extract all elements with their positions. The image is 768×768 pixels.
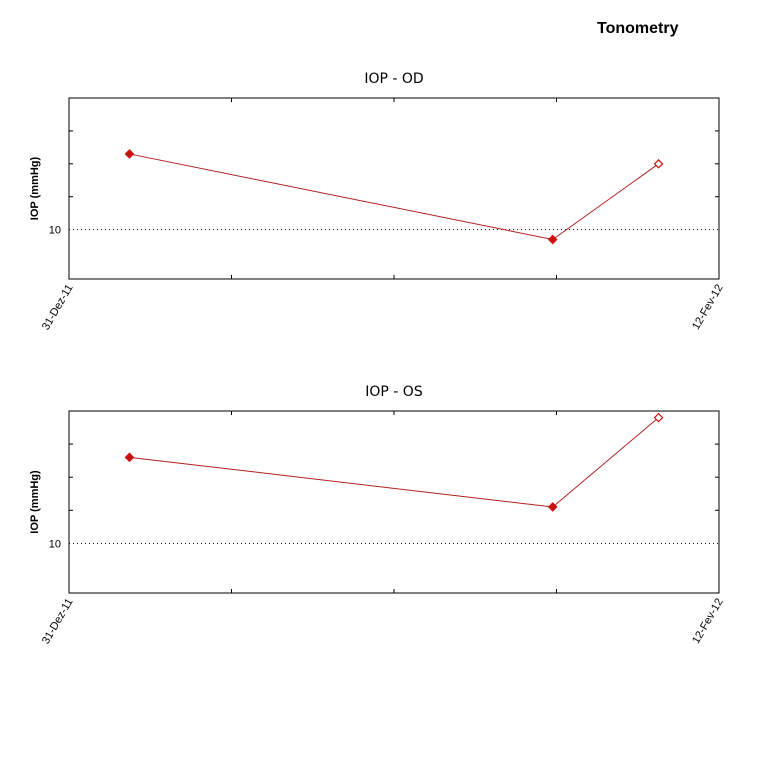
y-tick-label: 10 <box>49 225 61 237</box>
chart-2: IOP - OS 10 IOP (mmHg) 31-Dez-11 12-Fev-12 <box>29 384 726 646</box>
series-line <box>129 153 659 241</box>
plot-frame <box>68 410 720 594</box>
page-title: Tonometry <box>597 20 679 37</box>
x-tick-label: 12-Fev-12 <box>690 283 725 332</box>
data-point <box>124 149 135 159</box>
chart-1: IOP - OD 10 IOP (mmHg) 31-Dez-11 12-Fev-12 <box>29 71 726 332</box>
x-tick-label: 12-Fev-12 <box>690 597 725 646</box>
data-point <box>124 452 135 463</box>
series-line <box>129 417 659 508</box>
chart-title: IOP - OD <box>364 71 423 87</box>
data-point <box>547 234 558 245</box>
y-tick-label: 10 <box>49 538 61 550</box>
data-point <box>547 502 558 512</box>
y-axis-label: IOP (mmHg) <box>29 470 41 534</box>
x-tick-label: 31-Dez-11 <box>40 597 76 647</box>
chart-title: IOP - OS <box>365 384 423 400</box>
y-axis-label: IOP (mmHg) <box>29 156 41 220</box>
data-point <box>653 158 664 169</box>
x-tick-label: 31-Dez-11 <box>40 283 76 333</box>
plot-frame <box>68 97 720 280</box>
data-point <box>653 412 664 423</box>
